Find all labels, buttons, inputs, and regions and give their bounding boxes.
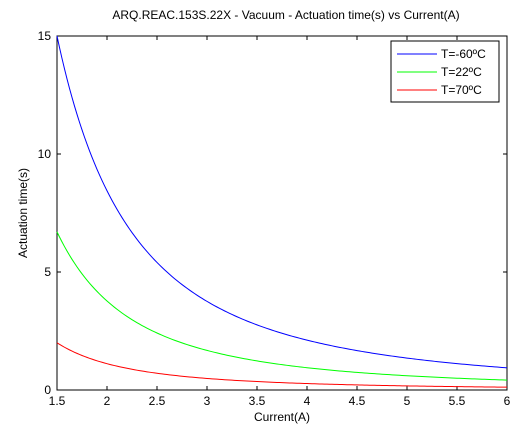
legend-label: T=-60ºC [441,47,486,61]
x-tick-label: 5.5 [449,394,466,408]
legend: T=-60ºC T=22ºC T=70ºC [390,40,500,103]
x-tick-label: 3 [204,394,211,408]
x-tick-label: 2.5 [149,394,166,408]
legend-label: T=70ºC [441,83,482,97]
y-tick-label: 15 [38,29,52,43]
y-tick-label: 0 [44,383,51,397]
series-line-0 [56,35,508,369]
x-tick-label: 4 [304,394,311,408]
series-line-1 [56,231,508,381]
y-tick-label: 10 [38,147,52,161]
x-axis: 1.5 2 2.5 3 3.5 4 4.5 5 5.5 6 [49,36,511,408]
series-line-2 [56,342,508,388]
y-axis-label: Actuation time(s) [16,168,30,258]
x-tick-label: 5 [404,394,411,408]
y-axis: 0 5 10 15 [38,29,507,397]
x-tick-label: 6 [504,394,511,408]
x-tick-label: 3.5 [249,394,266,408]
x-tick-label: 2 [104,394,111,408]
series-lines [56,35,508,388]
chart-title: ARQ.REAC.153S.22X - Vacuum - Actuation t… [112,8,459,22]
legend-label: T=22ºC [441,65,482,79]
x-tick-label: 1.5 [49,394,66,408]
x-axis-label: Current(A) [254,410,310,424]
x-tick-label: 4.5 [349,394,366,408]
y-tick-label: 5 [44,265,51,279]
